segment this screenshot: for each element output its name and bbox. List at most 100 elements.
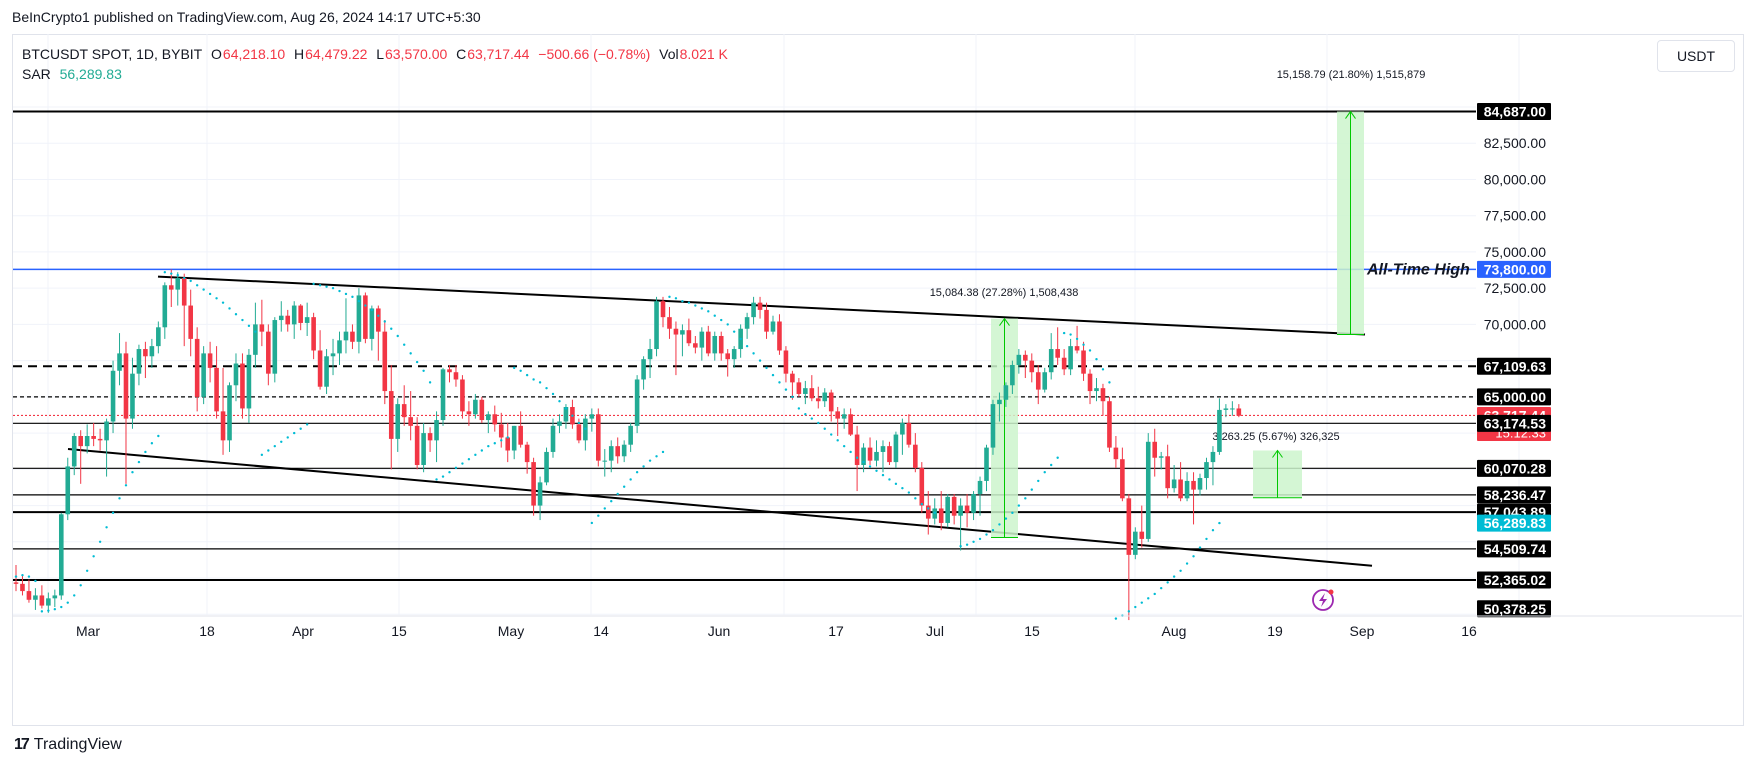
sar-dot [299, 427, 302, 430]
candle-body [175, 278, 181, 290]
time-axis-tick: Aug [1162, 623, 1187, 639]
sar-dot [34, 579, 37, 583]
candle-body [1094, 388, 1099, 392]
sar-dot [1114, 617, 1118, 620]
sar-dot [810, 417, 814, 420]
candle-body [460, 379, 465, 412]
sar-dot [441, 475, 445, 478]
candle-body [977, 480, 983, 494]
sar-dot [415, 360, 419, 364]
candle-body [46, 598, 51, 606]
sar-dot [965, 543, 969, 546]
sar-dot [14, 575, 18, 578]
candle-body [421, 433, 426, 465]
sar-dot [1198, 546, 1202, 549]
candle-body [473, 399, 478, 415]
candle-body [1139, 531, 1145, 539]
candle-body [1074, 346, 1080, 351]
sar-dot [409, 352, 412, 355]
sar-dot [1218, 521, 1221, 525]
candle-body [453, 372, 459, 380]
candle-body [628, 425, 633, 445]
sar-dot [817, 421, 820, 425]
candle-body [874, 451, 879, 461]
price-axis-tick: 77,500.00 [1484, 208, 1546, 224]
candle-body [667, 317, 672, 329]
candle-body [544, 451, 549, 483]
sar-dot [111, 511, 115, 515]
sar-dot [124, 484, 128, 487]
time-axis-tick: Jul [926, 623, 944, 639]
sar-dot [202, 288, 205, 291]
candle-body [790, 373, 795, 383]
price-badge-label: 54,509.74 [1484, 541, 1546, 557]
candle-body [725, 353, 730, 360]
sar-dot [558, 400, 561, 403]
currency-button[interactable]: USDT [1657, 40, 1735, 72]
price-badge [1477, 459, 1551, 477]
candle-body [401, 404, 407, 418]
symbol-name[interactable]: BTCUSDT SPOT, 1D, BYBIT [22, 46, 203, 62]
candle-body [647, 349, 653, 360]
sar-dot [765, 366, 768, 370]
candle-body [304, 317, 310, 323]
sar-dot [991, 529, 995, 532]
candle-body [680, 330, 685, 335]
time-axis-tick: 18 [199, 623, 215, 639]
sar-value: 56,289.83 [59, 66, 122, 82]
sar-dot [208, 292, 212, 296]
sar-dot [351, 295, 354, 299]
candle-body [1048, 349, 1054, 373]
candle-body [78, 436, 83, 447]
measure-upper-arrowhead [1345, 110, 1356, 119]
candle-body [1204, 462, 1209, 479]
chart-frame [12, 34, 1744, 726]
sar-dot [170, 272, 173, 275]
candle-body [149, 346, 155, 357]
sar-dot [804, 413, 807, 416]
sar-dot [661, 450, 665, 454]
candle-body [550, 425, 556, 452]
candle-body [285, 315, 291, 325]
time-axis-tick: May [498, 623, 524, 639]
sar-dot [687, 301, 691, 304]
price-badge [1477, 540, 1551, 558]
candle-body [317, 350, 323, 387]
candle-body [201, 353, 206, 397]
sar-dot [280, 440, 283, 443]
candle-body [1042, 372, 1048, 390]
candle-body [1107, 401, 1112, 448]
candle-body [1068, 346, 1073, 370]
measure-lower-arrowhead [1272, 449, 1283, 458]
close-label: C [456, 46, 467, 62]
sar-dot [927, 507, 930, 510]
candle-body [641, 359, 646, 380]
candle-body [1035, 372, 1041, 390]
candle-body [893, 434, 899, 463]
candle-body [278, 315, 284, 321]
time-axis-tick: 19 [1267, 623, 1283, 639]
candle-body [136, 349, 142, 374]
candle-body [757, 302, 763, 310]
price-badge [1477, 388, 1551, 406]
candle-body [447, 369, 452, 373]
lightning-bolt-icon [1319, 593, 1327, 607]
sar-dot [176, 273, 179, 277]
candle-body [971, 493, 976, 513]
candle-body [524, 444, 530, 463]
price-badge-label: 67,109.63 [1484, 358, 1546, 374]
sar-row[interactable]: SAR 56,289.83 [22, 64, 729, 84]
candle-body [498, 424, 504, 438]
candle-body [52, 595, 58, 599]
sar-dot [1050, 463, 1053, 467]
candle-body [576, 424, 582, 441]
candle-body [919, 467, 925, 506]
candle-body [343, 331, 349, 341]
sar-dot [823, 427, 826, 430]
sar-dot [92, 555, 95, 558]
sar-dot [668, 295, 671, 299]
price-axis-tick: 72,500.00 [1484, 280, 1546, 296]
sar-dot [189, 279, 192, 283]
candle-body [39, 595, 45, 606]
